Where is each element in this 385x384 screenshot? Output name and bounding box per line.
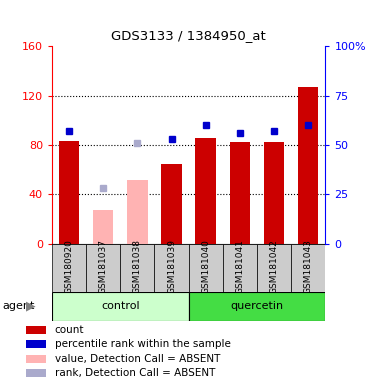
Text: control: control bbox=[101, 301, 140, 311]
Bar bbox=[264, 142, 284, 244]
Bar bbox=[26, 354, 46, 362]
Bar bbox=[26, 326, 46, 334]
Text: GSM181040: GSM181040 bbox=[201, 240, 210, 294]
Text: quercetin: quercetin bbox=[231, 301, 283, 311]
Bar bbox=[52, 292, 189, 321]
Bar bbox=[93, 210, 114, 244]
Text: GSM181037: GSM181037 bbox=[99, 239, 108, 295]
Bar bbox=[223, 244, 257, 292]
Bar bbox=[229, 142, 250, 244]
Bar bbox=[52, 244, 86, 292]
Text: GSM180920: GSM180920 bbox=[65, 240, 74, 294]
Text: rank, Detection Call = ABSENT: rank, Detection Call = ABSENT bbox=[55, 368, 215, 378]
Bar bbox=[59, 141, 79, 244]
Text: ▶: ▶ bbox=[26, 300, 36, 313]
Bar bbox=[26, 369, 46, 377]
Bar bbox=[196, 137, 216, 244]
Title: GDS3133 / 1384950_at: GDS3133 / 1384950_at bbox=[111, 29, 266, 42]
Bar bbox=[86, 244, 120, 292]
Bar bbox=[154, 244, 189, 292]
Bar bbox=[189, 292, 325, 321]
Bar bbox=[189, 244, 223, 292]
Text: count: count bbox=[55, 325, 84, 335]
Bar bbox=[298, 87, 318, 244]
Text: value, Detection Call = ABSENT: value, Detection Call = ABSENT bbox=[55, 354, 220, 364]
Text: percentile rank within the sample: percentile rank within the sample bbox=[55, 339, 231, 349]
Text: GSM181043: GSM181043 bbox=[304, 240, 313, 294]
Bar bbox=[127, 180, 147, 244]
Text: GSM181038: GSM181038 bbox=[133, 239, 142, 295]
Text: agent: agent bbox=[2, 301, 34, 311]
Bar bbox=[161, 164, 182, 244]
Text: GSM181041: GSM181041 bbox=[235, 240, 244, 294]
Bar bbox=[120, 244, 154, 292]
Bar bbox=[291, 244, 325, 292]
Bar bbox=[26, 340, 46, 348]
Text: GSM181042: GSM181042 bbox=[270, 240, 279, 294]
Bar bbox=[257, 244, 291, 292]
Text: GSM181039: GSM181039 bbox=[167, 239, 176, 295]
